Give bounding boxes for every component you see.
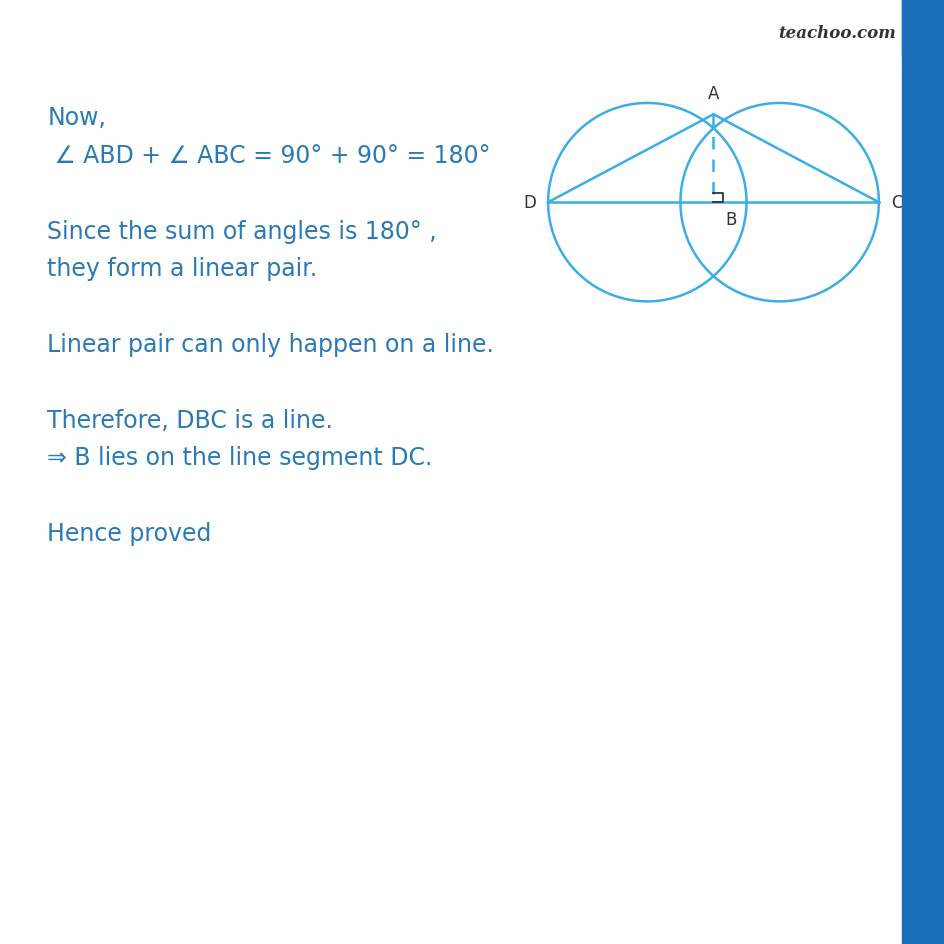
- Bar: [902, 0, 944, 944]
- Text: ∠ ABD + ∠ ABC = 90° + 90° = 180°: ∠ ABD + ∠ ABC = 90° + 90° = 180°: [47, 143, 490, 168]
- Text: ⇒ B lies on the line segment DC.: ⇒ B lies on the line segment DC.: [47, 446, 432, 470]
- Bar: [902, 0, 944, 57]
- Text: Linear pair can only happen on a line.: Linear pair can only happen on a line.: [47, 332, 494, 357]
- Text: teachoo.com: teachoo.com: [777, 25, 895, 42]
- Text: C: C: [890, 194, 902, 212]
- Text: A: A: [707, 85, 718, 103]
- Text: Hence proved: Hence proved: [47, 521, 211, 546]
- Text: Therefore, DBC is a line.: Therefore, DBC is a line.: [47, 408, 333, 432]
- Text: Now,: Now,: [47, 106, 106, 130]
- Text: Since the sum of angles is 180° ,: Since the sum of angles is 180° ,: [47, 219, 436, 244]
- Text: they form a linear pair.: they form a linear pair.: [47, 257, 317, 281]
- Text: B: B: [725, 211, 736, 228]
- Text: D: D: [522, 194, 535, 212]
